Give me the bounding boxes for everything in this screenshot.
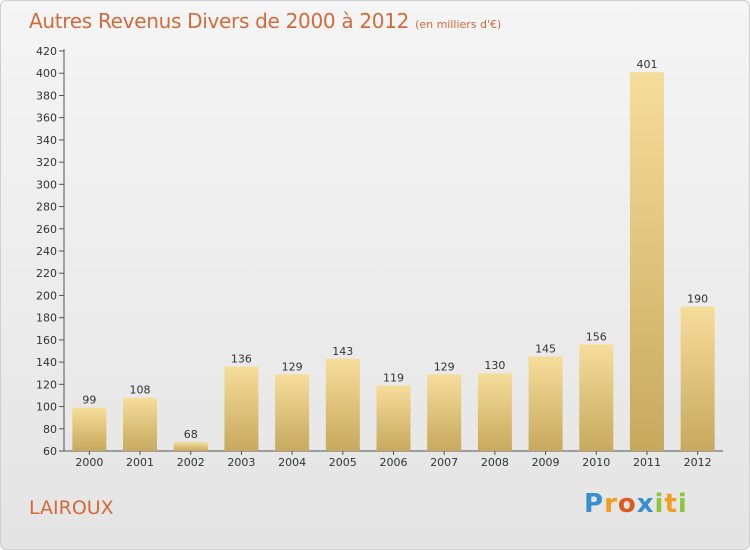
x-tick-label-2004: 2004 <box>278 456 306 469</box>
value-label-2010: 156 <box>586 330 607 343</box>
y-tick-label: 180 <box>36 312 57 325</box>
bar-2002 <box>173 442 208 451</box>
bar-2004 <box>275 374 310 451</box>
chart-axes: 60 80 100 120 140 160 180 200 220 240 260 280 300 320… <box>36 45 723 458</box>
value-label-2001: 108 <box>130 384 151 397</box>
bar-2010 <box>579 344 614 451</box>
y-tick-label: 140 <box>36 356 57 369</box>
bar-2001 <box>123 397 158 451</box>
value-label-2006: 119 <box>383 371 404 384</box>
x-tick-label-2012: 2012 <box>684 456 712 469</box>
x-tick-label-2000: 2000 <box>75 456 103 469</box>
chart-title-text: Autres Revenus Divers de 2000 à 2012 <box>29 9 410 33</box>
x-tick-label-2010: 2010 <box>582 456 610 469</box>
y-tick-label: 100 <box>36 401 57 414</box>
bar-2009 <box>528 356 563 451</box>
y-tick-label: 220 <box>36 267 57 280</box>
chart-labels: 2000 99 2001 108 2002 68 2003 136 2004 129 2005 143… <box>75 58 711 469</box>
value-label-2009: 145 <box>535 343 556 356</box>
y-tick-label: 80 <box>43 423 57 436</box>
x-tick-label-2009: 2009 <box>532 456 560 469</box>
value-label-2007: 129 <box>434 360 455 373</box>
value-label-2008: 130 <box>484 359 505 372</box>
commune-name: LAIROUX <box>29 497 114 519</box>
y-tick-label: 420 <box>36 45 57 58</box>
y-tick-label: 260 <box>36 223 57 236</box>
y-tick-label: 160 <box>36 334 57 347</box>
bar-2007 <box>427 374 462 451</box>
x-tick-label-2006: 2006 <box>380 456 408 469</box>
y-tick-label: 200 <box>36 289 57 302</box>
y-tick-label: 60 <box>43 445 57 458</box>
y-tick-label: 340 <box>36 134 57 147</box>
value-label-2004: 129 <box>282 360 303 373</box>
bar-2011 <box>629 72 664 451</box>
y-tick-label: 380 <box>36 89 57 102</box>
bar-2005 <box>325 358 360 451</box>
bar-2006 <box>376 385 411 451</box>
value-label-2011: 401 <box>636 58 657 71</box>
y-tick-label: 300 <box>36 178 57 191</box>
x-tick-label-2005: 2005 <box>329 456 357 469</box>
bar-2008 <box>477 373 512 451</box>
chart-subtitle: (en milliers d'€) <box>415 18 502 31</box>
value-label-2012: 190 <box>687 293 708 306</box>
x-tick-label-2002: 2002 <box>177 456 205 469</box>
x-tick-label-2008: 2008 <box>481 456 509 469</box>
x-tick-label-2003: 2003 <box>227 456 255 469</box>
bar-2003 <box>224 366 259 451</box>
x-tick-label-2001: 2001 <box>126 456 154 469</box>
chart-title: Autres Revenus Divers de 2000 à 2012 (en … <box>29 9 501 33</box>
chart-bars <box>72 72 715 451</box>
proxiti-logo: Proxiti <box>584 489 688 519</box>
bar-2000 <box>72 407 107 451</box>
value-label-2005: 143 <box>332 345 353 358</box>
x-tick-label-2011: 2011 <box>633 456 661 469</box>
y-tick-label: 320 <box>36 156 57 169</box>
y-tick-label: 120 <box>36 378 57 391</box>
value-label-2000: 99 <box>82 394 96 407</box>
x-tick-label-2007: 2007 <box>430 456 458 469</box>
y-tick-label: 400 <box>36 67 57 80</box>
value-label-2003: 136 <box>231 353 252 366</box>
value-label-2002: 68 <box>184 428 198 441</box>
y-tick-label: 360 <box>36 112 57 125</box>
y-tick-label: 280 <box>36 201 57 214</box>
bar-2012 <box>680 306 715 451</box>
y-tick-label: 240 <box>36 245 57 258</box>
